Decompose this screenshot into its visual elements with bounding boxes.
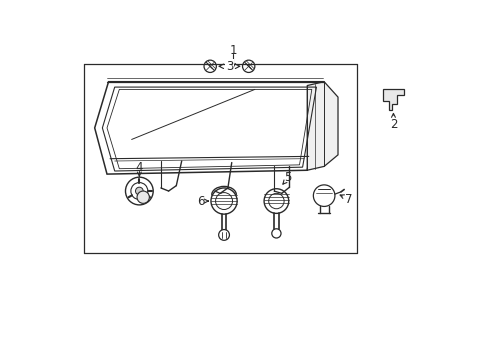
Text: 4: 4 xyxy=(135,161,143,175)
Polygon shape xyxy=(382,89,404,110)
Circle shape xyxy=(135,187,143,195)
Circle shape xyxy=(271,229,281,238)
Polygon shape xyxy=(306,82,337,170)
Text: 2: 2 xyxy=(389,118,396,131)
Circle shape xyxy=(313,185,334,206)
Text: 6: 6 xyxy=(197,194,204,208)
Text: 1: 1 xyxy=(229,44,237,57)
Text: 5: 5 xyxy=(284,171,291,184)
Text: 7: 7 xyxy=(345,193,352,206)
Circle shape xyxy=(137,191,149,203)
Text: 3: 3 xyxy=(225,60,233,73)
Circle shape xyxy=(218,230,229,240)
Polygon shape xyxy=(95,82,324,174)
